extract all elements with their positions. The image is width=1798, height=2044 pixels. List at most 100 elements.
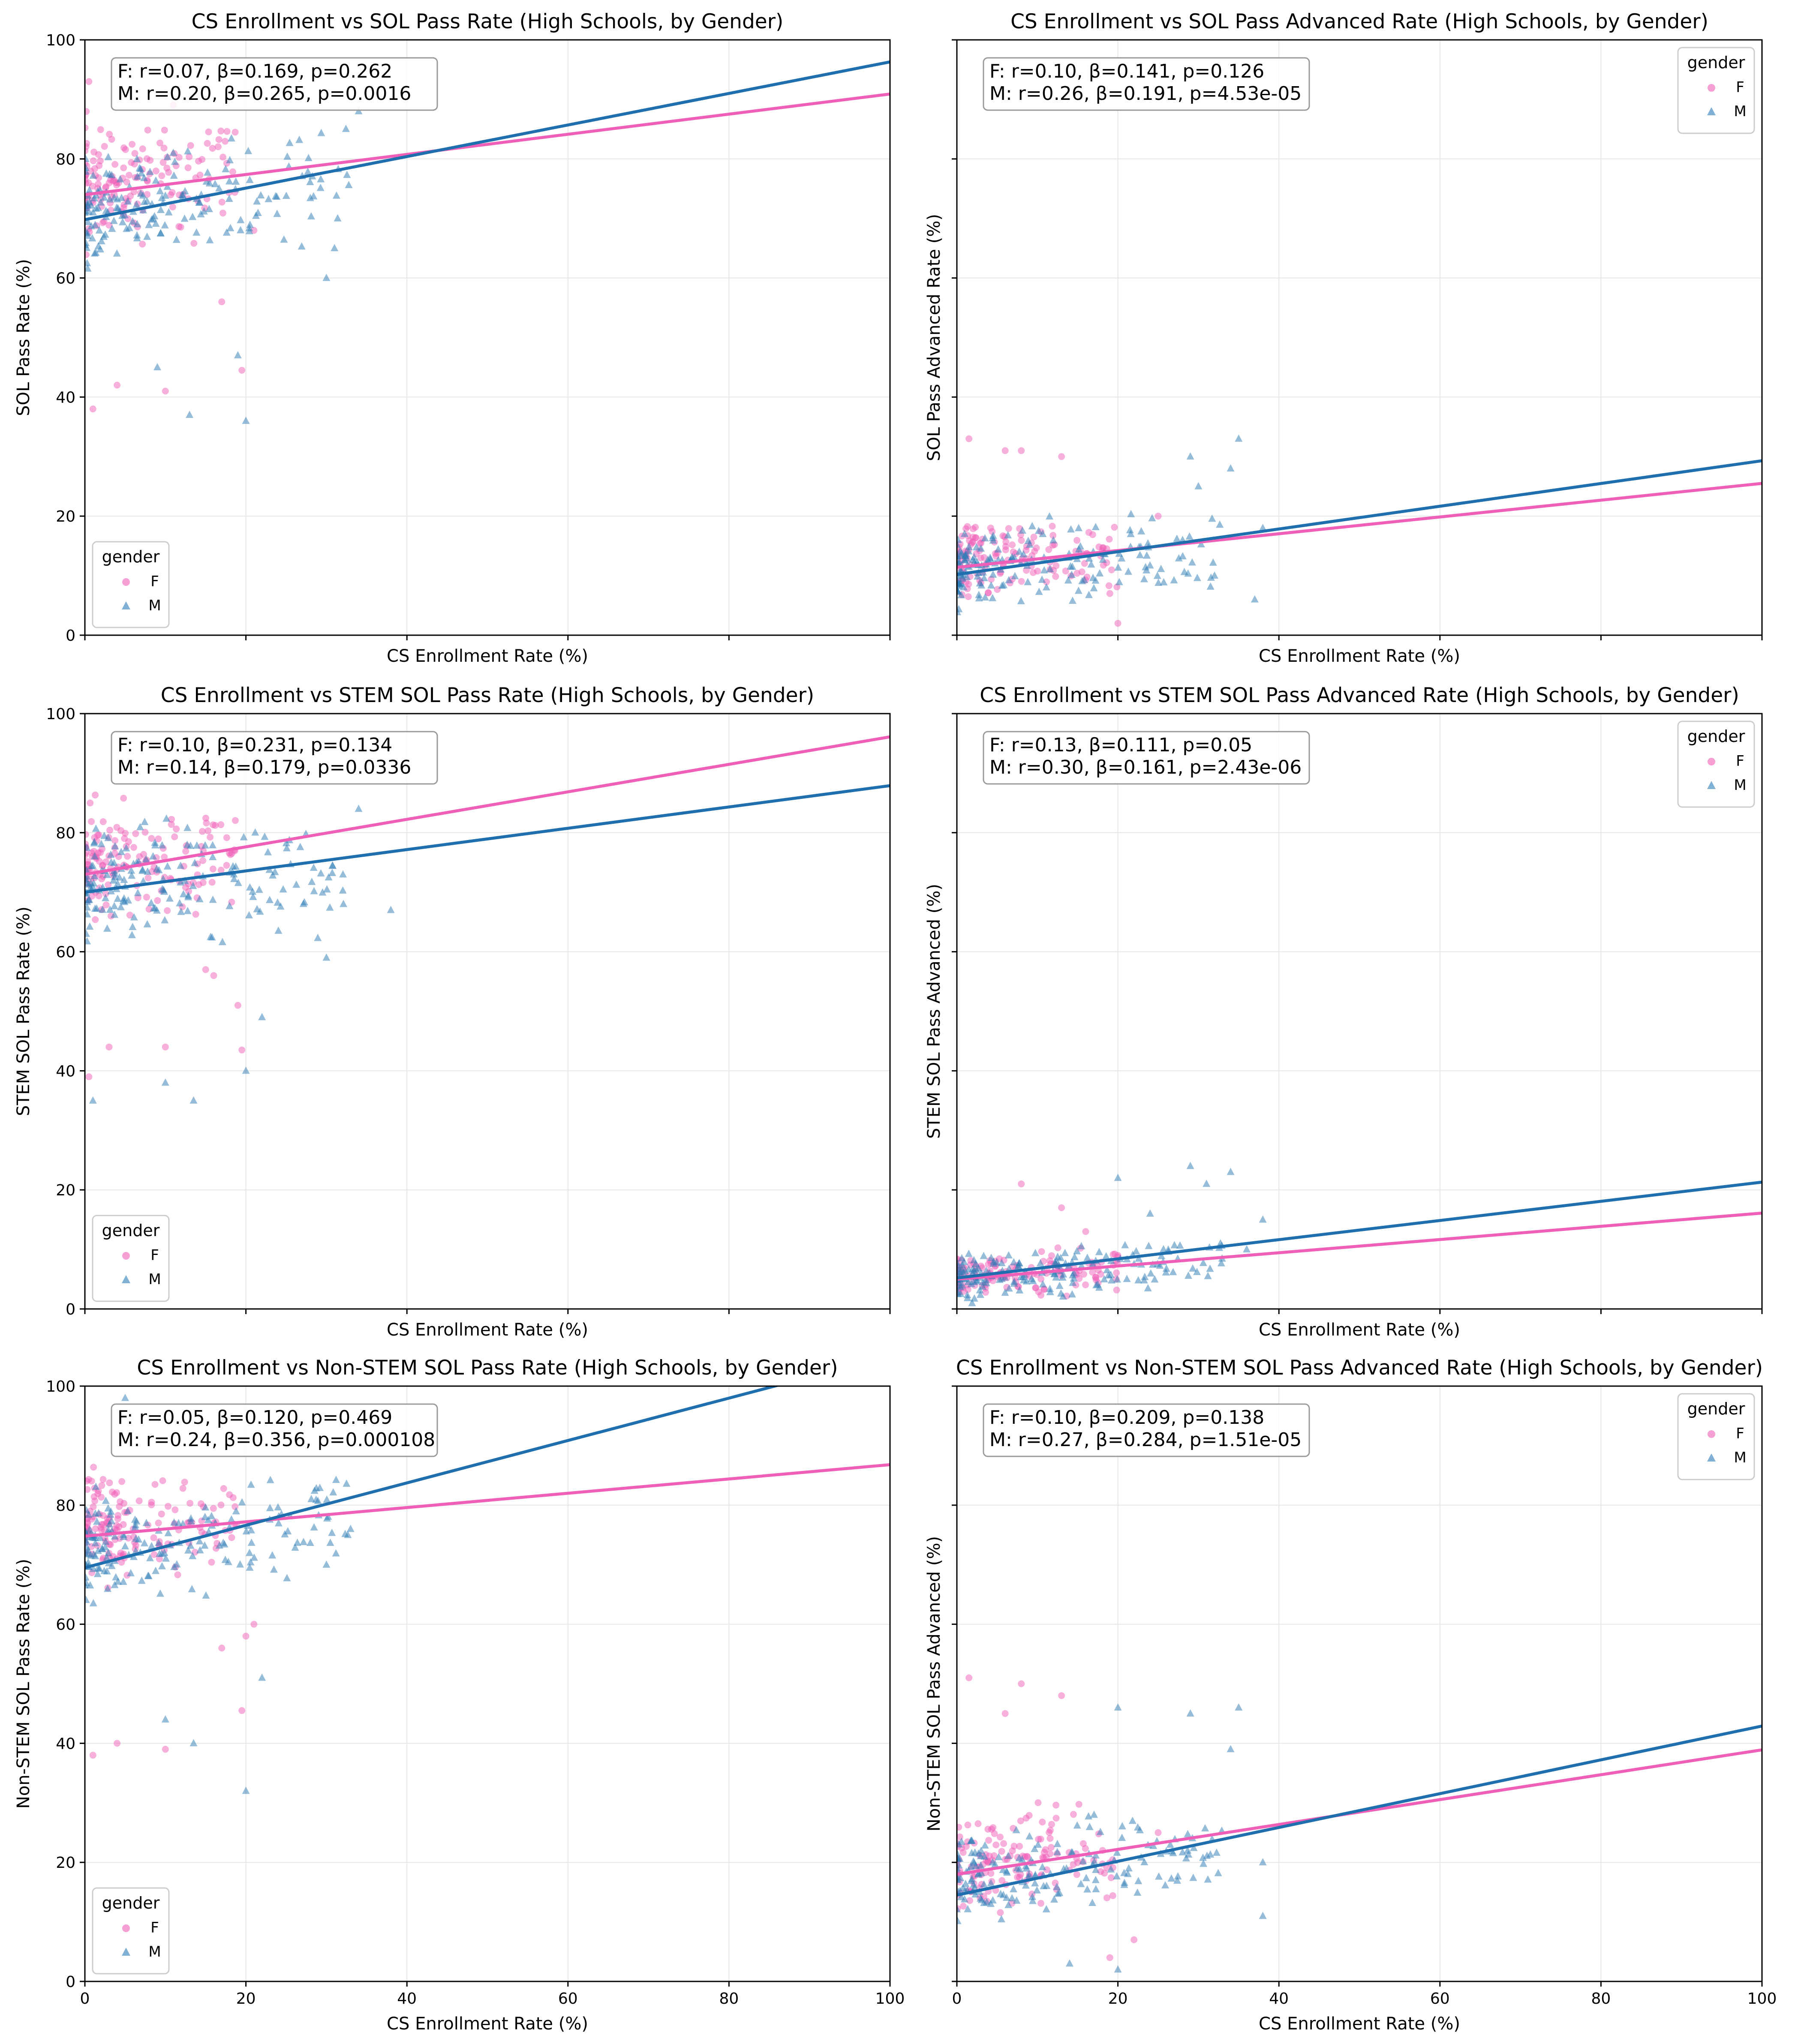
data-point-M bbox=[158, 1562, 166, 1570]
legend-marker-F bbox=[1708, 758, 1715, 765]
legend[interactable]: gender FM bbox=[1677, 1393, 1755, 1480]
data-point-F bbox=[1046, 1829, 1053, 1836]
data-point-M bbox=[1055, 1888, 1064, 1896]
data-point-M bbox=[200, 207, 208, 215]
data-point-M bbox=[85, 264, 92, 272]
data-point-M bbox=[981, 534, 989, 542]
data-point-F bbox=[964, 1822, 971, 1829]
stats-line-1: F: r=0.05, β=0.120, p=0.469 bbox=[117, 1407, 392, 1429]
data-point-F bbox=[140, 851, 147, 858]
data-point-M bbox=[226, 156, 234, 164]
data-point-M bbox=[102, 1537, 110, 1545]
legend-marker-M bbox=[122, 1948, 130, 1956]
data-point-M bbox=[111, 1532, 119, 1540]
legend[interactable]: gender FM bbox=[92, 1887, 170, 1975]
chart-title: CS Enrollment vs STEM SOL Pass Advanced … bbox=[980, 684, 1739, 707]
data-point-M bbox=[1120, 1880, 1128, 1888]
data-point-F bbox=[85, 861, 91, 868]
data-point-M bbox=[225, 177, 233, 185]
data-point-M bbox=[85, 1510, 93, 1518]
data-point-M bbox=[1169, 1268, 1177, 1276]
data-point-M bbox=[255, 885, 263, 893]
data-point-F bbox=[219, 210, 226, 217]
data-point-M bbox=[1199, 1853, 1207, 1861]
legend[interactable]: gender FM bbox=[1677, 47, 1755, 134]
legend-label-M: M bbox=[1734, 1449, 1746, 1466]
data-point-M bbox=[87, 879, 95, 886]
data-point-F bbox=[192, 911, 199, 918]
data-point-M bbox=[345, 180, 353, 188]
data-point-M bbox=[106, 195, 114, 203]
data-point-M bbox=[1019, 1276, 1028, 1284]
data-point-F bbox=[996, 1834, 1004, 1841]
data-point-F bbox=[1054, 1244, 1061, 1252]
data-point-F bbox=[974, 1820, 982, 1828]
data-point-M bbox=[989, 594, 997, 601]
data-point-M bbox=[85, 259, 91, 267]
data-point-M bbox=[176, 899, 184, 906]
data-point-M bbox=[100, 193, 108, 201]
y-tick-label: 80 bbox=[56, 151, 75, 168]
data-point-M bbox=[170, 171, 178, 179]
data-point-M bbox=[153, 906, 161, 914]
data-point-M bbox=[312, 1484, 320, 1492]
data-point-M bbox=[246, 1563, 254, 1571]
legend[interactable]: gender FM bbox=[1677, 720, 1755, 808]
data-point-M bbox=[254, 208, 262, 216]
data-point-M bbox=[86, 198, 94, 205]
data-point-M bbox=[1140, 1858, 1149, 1866]
data-point-M bbox=[209, 852, 217, 860]
data-point-F bbox=[1082, 1228, 1089, 1235]
x-tick-label: 60 bbox=[1430, 1990, 1450, 2008]
series-F-points bbox=[85, 78, 258, 413]
data-point-M bbox=[165, 894, 174, 902]
data-point-M bbox=[89, 171, 97, 179]
data-point-M bbox=[1194, 482, 1203, 489]
stats-line-1: F: r=0.07, β=0.169, p=0.262 bbox=[117, 60, 392, 82]
data-point-F bbox=[163, 165, 171, 172]
data-point-M bbox=[1167, 1874, 1176, 1882]
data-point-M bbox=[107, 1507, 115, 1515]
data-point-M bbox=[188, 1585, 196, 1592]
data-point-M bbox=[163, 182, 171, 190]
data-point-M bbox=[91, 904, 99, 912]
data-point-M bbox=[232, 1507, 240, 1515]
legend-marker-M bbox=[1707, 1453, 1716, 1462]
data-point-F bbox=[1002, 538, 1010, 546]
data-point-M bbox=[242, 416, 250, 424]
data-point-M bbox=[111, 910, 119, 918]
legend[interactable]: gender FM bbox=[92, 541, 170, 628]
data-point-F bbox=[101, 143, 108, 150]
data-point-M bbox=[1008, 1894, 1016, 1902]
legend[interactable]: gender FM bbox=[92, 1215, 170, 1302]
data-point-M bbox=[1184, 1846, 1192, 1854]
data-point-M bbox=[957, 558, 964, 566]
data-point-F bbox=[1155, 513, 1162, 520]
data-point-M bbox=[201, 1513, 209, 1520]
data-point-M bbox=[253, 905, 261, 912]
data-point-M bbox=[314, 933, 322, 941]
data-point-F bbox=[92, 791, 99, 798]
data-point-F bbox=[1038, 1248, 1045, 1255]
data-point-M bbox=[987, 581, 995, 589]
data-point-M bbox=[999, 1866, 1007, 1873]
data-point-F bbox=[168, 189, 176, 196]
data-point-M bbox=[85, 1543, 91, 1551]
data-point-M bbox=[129, 1552, 138, 1560]
data-point-M bbox=[989, 1257, 998, 1265]
data-point-M bbox=[1074, 586, 1082, 594]
data-point-F bbox=[91, 834, 98, 841]
fit-line-F bbox=[85, 1463, 890, 1538]
data-point-M bbox=[977, 1894, 985, 1902]
y-axis-label: STEM SOL Pass Advanced (%) bbox=[924, 884, 944, 1139]
data-point-F bbox=[209, 144, 216, 152]
data-point-M bbox=[128, 930, 136, 938]
data-point-M bbox=[152, 219, 160, 227]
data-point-F bbox=[1037, 1900, 1044, 1907]
data-point-M bbox=[157, 206, 165, 213]
data-point-M bbox=[1114, 563, 1122, 571]
data-point-M bbox=[972, 543, 980, 551]
data-point-M bbox=[1162, 1268, 1170, 1276]
data-point-M bbox=[114, 879, 122, 887]
data-point-F bbox=[1085, 529, 1092, 536]
